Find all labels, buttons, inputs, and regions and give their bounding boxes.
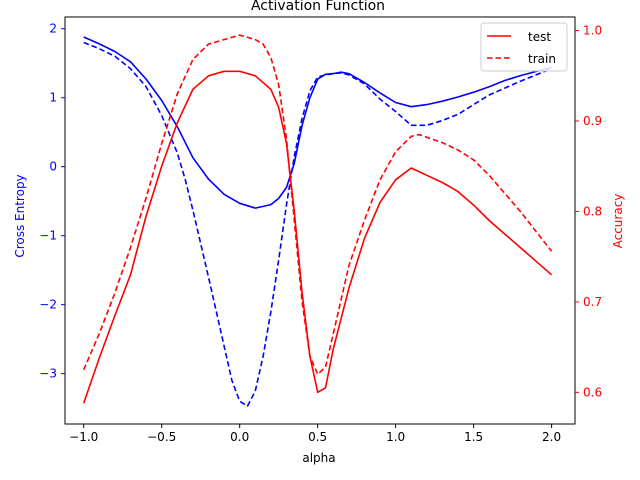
y-axis-left-label: Cross Entropy	[13, 174, 27, 257]
y-left-tick-label-5: 2	[49, 22, 57, 36]
x-tick-label-4: 1.0	[386, 430, 405, 444]
series-line-right-dashed-3	[82, 34, 553, 376]
y-right-tick-label-4: 1.0	[583, 24, 602, 38]
x-tick-label-3: 0.5	[308, 430, 327, 444]
x-tick-label-1: −0.5	[147, 430, 176, 444]
plot-frame	[64, 16, 576, 425]
chart-title: Activation Function	[251, 0, 385, 14]
y-right-tick-label-1: 0.7	[583, 295, 602, 309]
series-line-left-solid-0	[83, 36, 552, 209]
y-right-tick-label-2: 0.8	[583, 204, 602, 218]
y-axis-right-label: Accuracy	[611, 194, 625, 249]
x-tick-label-0: −1.0	[69, 430, 98, 444]
x-tick-label-6: 2.0	[542, 430, 561, 444]
legend-box	[480, 22, 568, 72]
y-left-tick-label-3: 0	[49, 160, 57, 174]
legend-test-label: test	[528, 30, 551, 44]
y-left-tick-label-4: 1	[49, 91, 57, 105]
y-left-tick-label-2: −1	[39, 229, 57, 243]
y-right-tick-label-0: 0.6	[583, 385, 602, 399]
y-left-tick-label-1: −2	[39, 298, 57, 312]
x-tick-label-2: 0.0	[230, 430, 249, 444]
y-right-tick-label-3: 0.9	[583, 114, 602, 128]
y-left-tick-label-0: −3	[39, 367, 57, 381]
plot-area	[82, 34, 553, 407]
legend-train-label: train	[528, 52, 556, 66]
series-line-left-dashed-1	[83, 41, 552, 407]
x-tick-label-5: 1.5	[464, 430, 483, 444]
legend: test train	[480, 22, 568, 72]
x-axis-label: alpha	[302, 451, 335, 465]
axes: −1.0 −0.5 0.0 0.5 1.0 1.5 2.0 −3 −2 −1 0 1 2 0.6 0.7 0.…	[39, 16, 602, 444]
